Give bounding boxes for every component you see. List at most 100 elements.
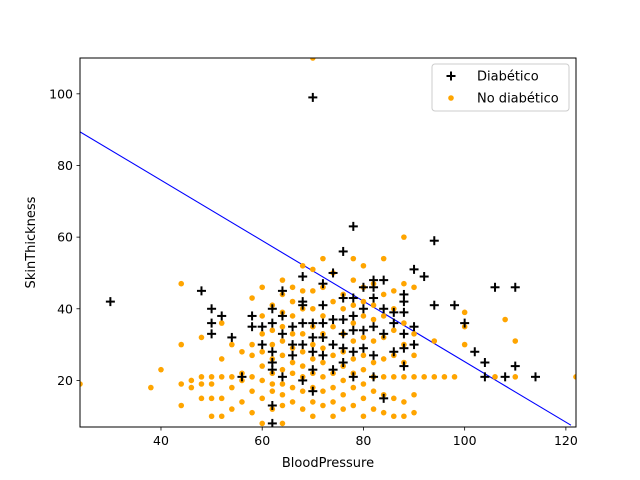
data-point-diabetico [288, 322, 298, 332]
data-point-no-diabetico [370, 338, 377, 344]
data-point-diabetico [348, 347, 358, 357]
data-point-no-diabetico [249, 341, 255, 348]
data-point-no-diabetico [320, 374, 326, 380]
data-point-diabetico [399, 329, 409, 339]
data-point-diabetico [328, 315, 338, 325]
data-point-diabetico [480, 372, 490, 382]
data-point-no-diabetico [401, 320, 407, 326]
data-point-diabetico [348, 311, 358, 321]
data-point-no-diabetico [289, 399, 296, 405]
data-point-diabetico [338, 343, 348, 353]
data-point-no-diabetico [411, 391, 417, 398]
data-point-no-diabetico [390, 395, 397, 402]
x-tick-label: 100 [453, 433, 477, 448]
data-point-no-diabetico [178, 280, 185, 287]
data-point-diabetico [379, 275, 389, 285]
data-point-diabetico [237, 372, 247, 382]
data-point-diabetico [338, 358, 348, 368]
data-point-no-diabetico [208, 374, 215, 380]
data-point-no-diabetico [320, 313, 326, 319]
data-point-diabetico [318, 279, 328, 289]
data-point-no-diabetico [492, 374, 498, 380]
data-point-diabetico [399, 307, 409, 317]
data-point-diabetico [358, 304, 368, 314]
data-point-no-diabetico [461, 341, 468, 348]
data-point-diabetico [348, 221, 358, 231]
data-point-diabetico [267, 304, 277, 314]
data-point-diabetico [318, 318, 328, 328]
data-point-no-diabetico [279, 338, 286, 344]
data-point-diabetico [277, 286, 287, 296]
legend-marker-diabetico [446, 71, 456, 81]
data-point-no-diabetico [350, 402, 357, 409]
data-point-no-diabetico [208, 413, 215, 420]
legend: Diabético No diabético [431, 63, 570, 112]
data-point-diabetico [328, 340, 338, 350]
data-point-no-diabetico [401, 280, 407, 287]
data-point-no-diabetico [218, 374, 225, 380]
data-point-no-diabetico [310, 266, 316, 273]
data-point-no-diabetico [340, 305, 346, 312]
data-point-no-diabetico [239, 399, 245, 405]
data-point-no-diabetico [390, 413, 397, 420]
data-point-diabetico [510, 282, 520, 292]
x-axis-label: BloodPressure [282, 456, 374, 471]
data-point-no-diabetico [299, 348, 306, 355]
data-point-no-diabetico [289, 359, 296, 366]
data-point-diabetico [379, 304, 389, 314]
data-point-no-diabetico [401, 413, 407, 420]
data-points-layer [80, 58, 576, 427]
data-point-no-diabetico [259, 377, 266, 384]
data-point-no-diabetico [299, 363, 306, 369]
data-point-no-diabetico [340, 391, 346, 398]
x-tick-label: 40 [153, 433, 169, 448]
data-point-no-diabetico [330, 352, 336, 359]
data-point-no-diabetico [350, 356, 357, 362]
data-point-no-diabetico [279, 402, 286, 409]
data-point-no-diabetico [390, 327, 397, 334]
data-point-diabetico [267, 401, 277, 411]
data-point-no-diabetico [431, 374, 438, 380]
data-point-diabetico [500, 372, 510, 382]
data-point-no-diabetico [259, 420, 266, 427]
data-point-no-diabetico [269, 388, 276, 394]
data-point-no-diabetico [380, 356, 387, 362]
data-point-no-diabetico [178, 341, 185, 348]
data-point-no-diabetico [350, 384, 357, 391]
data-point-diabetico [358, 282, 368, 292]
data-point-diabetico [247, 322, 257, 332]
y-tick-label: 20 [57, 373, 73, 388]
data-point-diabetico [207, 304, 217, 314]
data-point-no-diabetico [360, 381, 367, 387]
data-point-diabetico [429, 236, 439, 246]
data-point-no-diabetico [461, 309, 468, 316]
x-tick-label: 80 [355, 433, 371, 448]
data-point-no-diabetico [350, 255, 357, 262]
data-point-diabetico [298, 375, 308, 385]
data-point-no-diabetico [380, 255, 387, 262]
data-point-diabetico [369, 322, 379, 332]
data-point-no-diabetico [299, 288, 306, 294]
data-point-no-diabetico [360, 298, 367, 305]
data-point-diabetico [227, 332, 237, 342]
data-point-no-diabetico [198, 395, 205, 402]
y-tick-label: 100 [49, 86, 73, 101]
data-point-diabetico [338, 329, 348, 339]
data-point-diabetico [348, 293, 358, 303]
data-point-no-diabetico [380, 374, 387, 380]
data-point-no-diabetico [330, 399, 336, 405]
data-point-no-diabetico [370, 388, 377, 394]
data-point-no-diabetico [198, 374, 205, 380]
data-point-no-diabetico [279, 420, 286, 427]
data-point-diabetico [308, 92, 318, 102]
axes-layer: 40 60 80 100 120 20 40 60 80 100 [49, 86, 578, 448]
data-point-no-diabetico [310, 288, 316, 294]
data-point-no-diabetico [279, 391, 286, 398]
data-point-diabetico [409, 322, 419, 332]
data-point-diabetico [490, 282, 500, 292]
data-point-diabetico [207, 329, 217, 339]
plot-area-frame [79, 57, 577, 428]
data-point-no-diabetico [360, 413, 367, 420]
data-point-no-diabetico [370, 406, 377, 412]
data-point-diabetico [257, 322, 267, 332]
